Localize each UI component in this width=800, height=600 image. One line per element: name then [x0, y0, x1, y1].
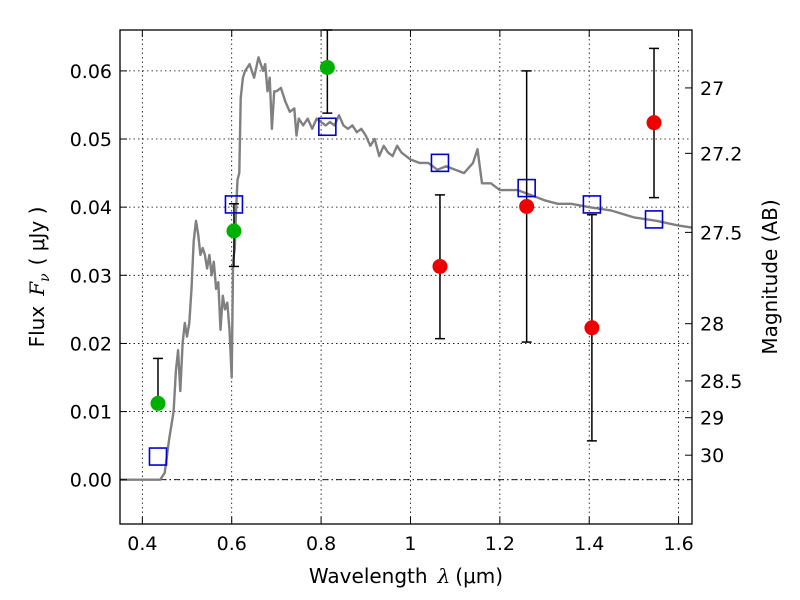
y2-axis-label: Magnitude (AB): [758, 199, 782, 354]
model-square: [517, 178, 536, 198]
y-axis-label-unit: ( μJy ): [25, 207, 49, 266]
green-point: [319, 59, 335, 75]
x-tick-label: 1: [404, 533, 416, 555]
y2-tick-label: 27.5: [700, 222, 742, 244]
tick-labels: 0.4 0.6 0.8 1 1.2 1.4 1.6 0.00 0.01 0.02 0.03 0.04 0…: [70, 61, 743, 555]
grid: [120, 30, 692, 524]
x-tick-label: 0.6: [217, 533, 247, 555]
x-tick-label: 0.4: [127, 533, 157, 555]
red-point: [646, 115, 662, 131]
plot-frame: [119, 29, 693, 525]
model-square: [582, 195, 602, 214]
x-tick-label: 1.2: [485, 533, 515, 555]
y-axis-label-subscript: ν: [37, 273, 53, 282]
model-square: [430, 153, 450, 173]
green-point: [226, 223, 242, 239]
model-square: [224, 195, 244, 214]
y-tick-label: 0.06: [70, 61, 112, 83]
x-tick-label: 0.8: [306, 533, 336, 555]
x-axis-label-unit: (μm): [455, 564, 503, 588]
x-axis-label: Wavelength λ (μm): [309, 564, 503, 588]
model-photometry-squares: [148, 117, 664, 466]
x-tick-label: 1.4: [574, 533, 604, 555]
model-square: [644, 210, 664, 229]
x-axis-label-prefix: Wavelength: [309, 564, 428, 588]
y-tick-label: 0.01: [70, 402, 112, 424]
y2-tick-label: 29: [700, 408, 724, 430]
y-tick-label: 0.02: [70, 333, 112, 355]
y-axis-label-prefix: Flux: [25, 306, 49, 348]
y2-tick-label: 28.5: [700, 371, 742, 393]
y-tick-label: 0.00: [70, 470, 112, 492]
y-axis-label: Flux Fν ( μJy ): [25, 207, 53, 348]
model-spectrum-line: [120, 56, 693, 481]
y2-tick-label: 27.2: [700, 143, 742, 165]
y2-tick-label: 28: [700, 314, 724, 336]
x-axis-label-symbol: λ: [437, 564, 451, 588]
y2-tick-label: 27: [700, 78, 724, 100]
x-tick-label: 1.6: [663, 533, 693, 555]
y-axis-label-symbol: F: [25, 281, 49, 297]
model-square: [318, 117, 337, 137]
model-square: [148, 447, 168, 466]
observed-points: [150, 59, 662, 411]
model-spectrum: [120, 56, 693, 481]
y-tick-label: 0.03: [70, 265, 112, 287]
y-tick-label: 0.05: [70, 129, 112, 151]
red-point: [519, 198, 535, 214]
red-point: [584, 320, 600, 336]
axis-ticks: [120, 30, 692, 524]
red-point: [432, 258, 448, 274]
green-point: [150, 395, 166, 411]
y-tick-label: 0.04: [70, 197, 112, 219]
y2-tick-label: 30: [700, 445, 724, 467]
